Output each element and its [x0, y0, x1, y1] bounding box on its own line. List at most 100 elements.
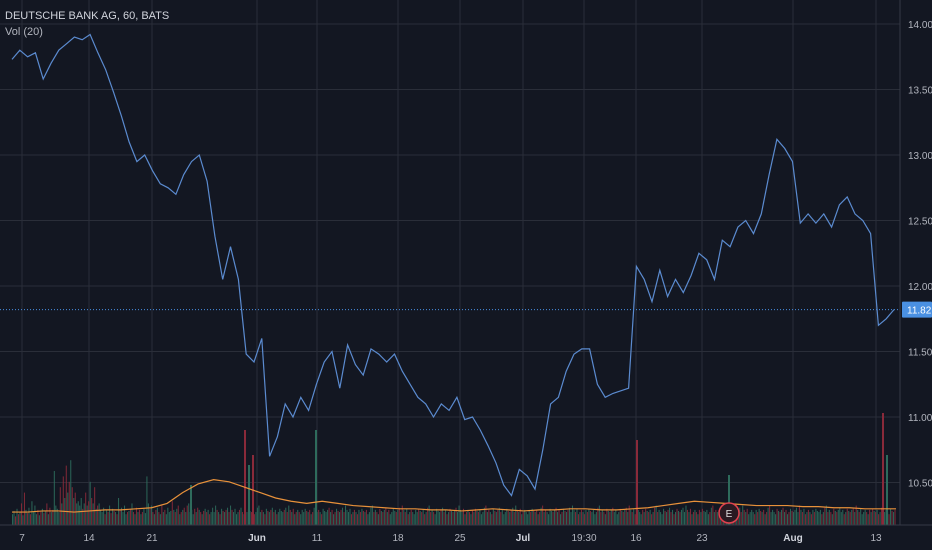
earnings-marker[interactable]: E — [718, 502, 740, 524]
volume-bar — [807, 509, 809, 525]
volume-bar — [782, 507, 784, 525]
x-tick-label: 11 — [312, 533, 323, 544]
volume-bar — [767, 507, 769, 525]
volume-bar — [446, 514, 448, 525]
volume-bar — [388, 509, 390, 525]
volume-bar — [273, 512, 275, 525]
volume-bar — [461, 512, 463, 525]
volume-bar — [425, 512, 427, 525]
volume-bar — [660, 512, 662, 525]
volume-bar — [26, 513, 28, 525]
volume-bar — [872, 508, 874, 525]
volume-bar — [319, 512, 321, 525]
volume-bar — [509, 512, 511, 525]
volume-bar — [283, 509, 285, 525]
volume-bar — [101, 512, 103, 525]
volume-bar — [706, 509, 708, 525]
volume-bar — [155, 509, 157, 525]
volume-bar — [442, 507, 444, 525]
volume-bar — [306, 510, 308, 525]
volume-bar — [424, 514, 426, 525]
volume-bar — [401, 505, 403, 525]
volume-bar — [830, 512, 832, 525]
volume-bar — [164, 509, 166, 525]
volume-bar — [228, 512, 230, 525]
volume-bar — [110, 513, 112, 525]
volume-bar — [116, 514, 118, 525]
volume-bar — [795, 507, 797, 525]
volume-bar — [655, 505, 657, 525]
volume-bar — [121, 507, 123, 525]
volume-bar — [504, 512, 506, 525]
volume-bar — [418, 508, 420, 525]
volume-bar — [839, 507, 841, 525]
volume-bar — [77, 501, 79, 525]
volume-bar — [603, 512, 605, 525]
volume-bar — [654, 507, 656, 525]
volume-bar — [150, 505, 152, 525]
volume-bar — [88, 501, 90, 525]
last-price-box — [902, 301, 932, 318]
volume-bar — [567, 509, 569, 525]
volume-bar — [740, 512, 742, 525]
x-tick-label: 18 — [392, 533, 404, 544]
volume-bar — [831, 514, 833, 525]
volume-bar — [842, 509, 844, 525]
volume-bar — [667, 509, 669, 525]
volume-bar — [739, 507, 741, 525]
volume-bar — [86, 505, 88, 525]
volume-bar — [392, 508, 394, 525]
volume-bar — [92, 503, 94, 525]
volume-bar — [542, 505, 544, 525]
volume-bar — [115, 512, 117, 525]
volume-bar — [619, 508, 621, 525]
volume-bar — [119, 509, 121, 525]
volume-bar — [240, 507, 242, 525]
volume-bar — [709, 512, 711, 525]
volume-bar — [197, 507, 199, 525]
volume-bar — [256, 507, 258, 525]
volume-bar — [840, 512, 842, 525]
volume-bar — [685, 505, 687, 525]
volume-bar — [664, 510, 666, 525]
volume-bar — [261, 509, 263, 525]
volume-bar — [271, 507, 273, 525]
volume-bar — [785, 509, 787, 525]
volume-bar — [312, 512, 314, 525]
volume-bar — [356, 514, 358, 525]
volume-bar — [679, 512, 681, 525]
volume-bar — [422, 509, 424, 525]
x-axis[interactable]: 7 14 21 Jun 11 18 25 Jul 19:30 16 23 Aug 13 — [0, 524, 932, 544]
volume-bar — [89, 481, 91, 525]
volume-bar — [700, 512, 702, 525]
volume-bar — [322, 508, 324, 525]
volume-bar — [474, 508, 476, 525]
volume-ma-line — [12, 479, 896, 513]
volume-bar — [248, 465, 250, 525]
volume-bar — [190, 485, 192, 525]
volume-bar — [112, 508, 114, 525]
volume-bar — [616, 514, 618, 525]
volume-bar — [291, 512, 293, 525]
volume-bar — [824, 507, 826, 525]
volume-bar — [867, 514, 869, 525]
volume-bar — [513, 512, 515, 525]
volume-bar — [834, 510, 836, 525]
volume-bar — [798, 505, 800, 525]
volume-bar — [161, 505, 163, 525]
y-axis[interactable]: 14.00 13.50 13.00 12.50 12.00 11.50 11.00 10.50 — [899, 0, 932, 525]
volume-bar — [436, 508, 438, 525]
volume-bar — [492, 508, 494, 525]
volume-bar — [846, 508, 848, 525]
volume-bar — [586, 512, 588, 525]
volume-bar — [819, 509, 821, 525]
volume-bar — [652, 512, 654, 525]
volume-bar — [233, 512, 235, 525]
volume-bar — [176, 508, 178, 525]
volume-bar — [766, 512, 768, 525]
volume-bar — [503, 514, 505, 525]
volume-bar — [144, 513, 146, 525]
volume-bar — [710, 507, 712, 525]
volume-bar — [495, 512, 497, 525]
